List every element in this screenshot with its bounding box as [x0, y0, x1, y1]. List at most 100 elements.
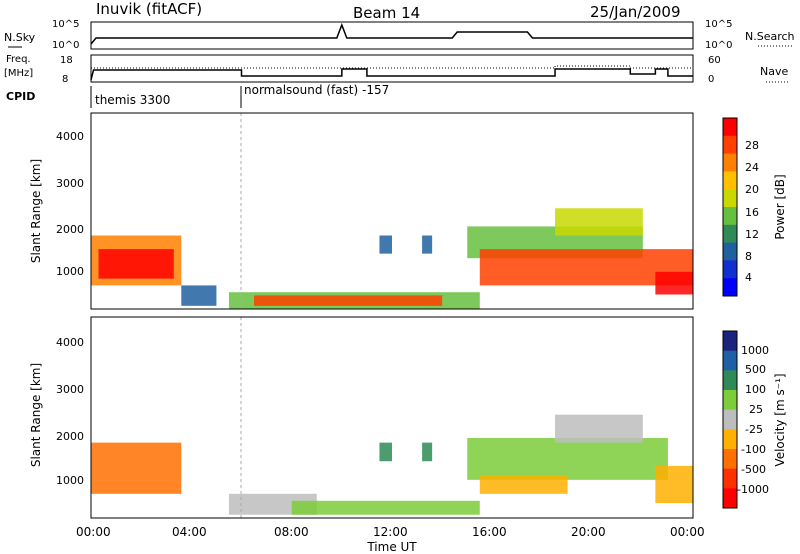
power-cbar-tick-8: 8	[745, 250, 752, 263]
freq-label: Freq.	[6, 54, 31, 65]
power-cbar-tick-4: 4	[745, 271, 752, 284]
beam-label: Beam 14	[353, 4, 420, 22]
nsky-tick-bottom: 10^0	[52, 40, 79, 51]
vel-cbar-tick-1000: 1000	[741, 344, 769, 357]
power-cbar-swatch	[723, 242, 737, 261]
velocity-ytick-1000: 1000	[56, 474, 84, 487]
vel-cbar-tick-neg500: -500	[741, 463, 766, 476]
nave-label: Nave	[760, 65, 788, 78]
velocity-cbar-label: Velocity [m s⁻¹]	[773, 373, 787, 466]
power-region	[254, 295, 443, 306]
power-cbar-swatch	[723, 171, 737, 190]
velocity-region	[91, 442, 182, 494]
power-ytick-4000: 4000	[56, 130, 84, 143]
power-cbar-swatch	[723, 207, 737, 226]
vel-cbar-swatch	[723, 409, 737, 430]
date-label: 25/Jan/2009	[590, 3, 681, 21]
vel-cbar-tick-25: 25	[749, 403, 763, 416]
power-cbar-swatch	[723, 278, 737, 297]
velocity-region	[479, 475, 568, 494]
nave-trace	[91, 65, 693, 69]
station-title: Inuvik (fitACF)	[96, 0, 202, 18]
vel-cbar-tick-500: 500	[745, 363, 766, 376]
velocity-colorbar	[723, 331, 737, 509]
vel-cbar-swatch	[723, 350, 737, 371]
velocity-region	[655, 465, 693, 504]
cpid-label: CPID	[6, 90, 35, 103]
power-cbar-swatch	[723, 118, 737, 137]
nsearch-tick-bottom: 10^0	[705, 40, 732, 51]
power-cbar-tick-28: 28	[745, 139, 759, 152]
power-cbar-tick-16: 16	[745, 206, 759, 219]
power-region	[98, 249, 174, 279]
vel-cbar-swatch	[723, 331, 737, 352]
velocity-ytick-3000: 3000	[56, 383, 84, 396]
vel-cbar-tick-neg25: -25	[745, 423, 763, 436]
velocity-region	[555, 414, 643, 443]
nsky-tick-top: 10^5	[52, 19, 79, 30]
power-cbar-swatch	[723, 135, 737, 155]
vel-cbar-swatch	[723, 429, 737, 450]
nsky-panel: N.Sky 10^5 10^0 10^5 10^0 N.Search	[4, 19, 795, 51]
freq-tick-bottom: 8	[62, 74, 68, 85]
velocity-region	[422, 442, 433, 462]
power-cbar-label: Power [dB]	[773, 174, 787, 239]
xaxis-label: Time UT	[366, 540, 417, 554]
vel-cbar-swatch	[723, 468, 737, 489]
power-region	[655, 271, 693, 295]
velocity-data	[91, 414, 693, 515]
power-ytick-1000: 1000	[56, 265, 84, 278]
vel-cbar-swatch	[723, 370, 737, 391]
vel-cbar-tick-100: 100	[745, 383, 766, 396]
power-cbar-tick-20: 20	[745, 183, 759, 196]
vel-cbar-swatch	[723, 488, 737, 509]
velocity-ytick-2000: 2000	[56, 430, 84, 443]
vel-cbar-swatch	[723, 390, 737, 411]
velocity-ytick-4000: 4000	[56, 336, 84, 349]
xtick-3: 12:00	[373, 525, 408, 539]
power-colorbar	[723, 118, 737, 297]
nave-tick-top: 60	[708, 55, 721, 66]
xtick-0: 00:00	[76, 525, 111, 539]
freq-trace	[90, 68, 693, 81]
power-panel: Slant Range [km] 4000 3000 2000 1000 28 …	[29, 112, 787, 310]
vel-cbar-tick-neg100: -100	[741, 443, 766, 456]
velocity-ylabel: Slant Range [km]	[29, 363, 43, 467]
vel-cbar-swatch	[723, 449, 737, 470]
velocity-colorbar-frame	[722, 330, 738, 509]
xtick-6: 00:00	[670, 525, 705, 539]
power-ytick-3000: 3000	[56, 177, 84, 190]
power-cbar-swatch	[723, 224, 737, 244]
velocity-region	[291, 500, 480, 515]
cpid-row: CPID themis 3300 normalsound (fast) -157	[6, 83, 389, 108]
xtick-5: 20:00	[571, 525, 606, 539]
x-axis: 00:00 04:00 08:00 12:00 16:00 20:00 00:0…	[76, 525, 705, 554]
nsearch-tick-top: 10^5	[705, 19, 732, 30]
power-cbar-swatch	[723, 189, 737, 208]
velocity-region	[467, 437, 668, 480]
power-ylabel: Slant Range [km]	[29, 159, 43, 263]
power-colorbar-frame	[722, 117, 738, 297]
nave-tick-bottom: 0	[708, 74, 714, 85]
freq-tick-top: 18	[60, 55, 73, 66]
power-cbar-swatch	[723, 260, 737, 279]
power-ytick-2000: 2000	[56, 223, 84, 236]
power-cbar-tick-12: 12	[745, 228, 759, 241]
freq-unit: [MHz]	[4, 68, 33, 79]
cpid-segment-2: normalsound (fast) -157	[244, 83, 389, 97]
power-region	[379, 235, 392, 254]
nsky-trace	[90, 22, 693, 45]
nsearch-label: N.Search	[745, 30, 795, 43]
power-region	[555, 208, 643, 236]
xtick-1: 04:00	[172, 525, 207, 539]
vel-cbar-tick-neg1000: -1000	[737, 483, 769, 496]
nsky-label: N.Sky	[4, 31, 36, 44]
power-frame	[90, 112, 694, 310]
velocity-panel: Slant Range [km] 4000 3000 2000 1000 100…	[29, 316, 787, 519]
velocity-region	[379, 442, 392, 462]
freq-panel: Freq. [MHz] 18 8 60 0 Nave	[4, 54, 790, 85]
power-region	[181, 285, 217, 306]
cpid-segment-1: themis 3300	[95, 93, 170, 107]
power-cbar-swatch	[723, 153, 737, 172]
power-data	[91, 208, 693, 309]
